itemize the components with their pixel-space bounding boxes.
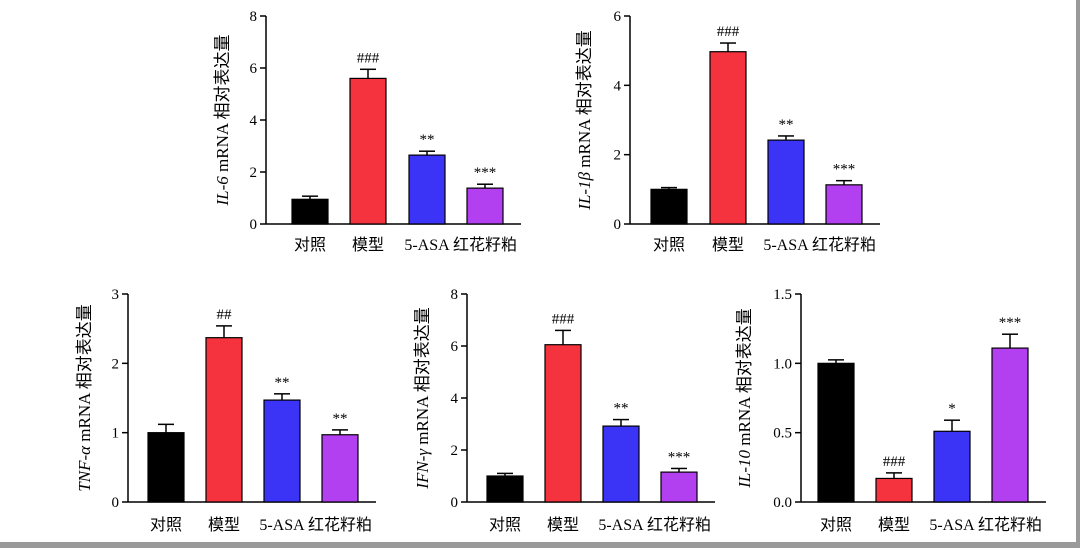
significance-label: * xyxy=(948,401,956,417)
bar xyxy=(825,184,863,225)
y-axis-title: IL-10 mRNA 相对表达量 xyxy=(735,308,754,488)
y-tick-label: 4 xyxy=(250,113,258,129)
bar xyxy=(291,198,329,225)
bar xyxy=(767,139,805,225)
bar xyxy=(544,344,582,503)
x-category-label: 对照 xyxy=(820,516,852,534)
x-category-label: 对照 xyxy=(294,236,326,254)
significance-label: *** xyxy=(474,165,497,181)
y-axis-title-suffix: mRNA 相对表达量 xyxy=(575,30,594,172)
bar xyxy=(709,51,747,225)
significance-label: ** xyxy=(779,117,794,133)
x-category-label: 5-ASA xyxy=(259,517,305,534)
bar xyxy=(933,430,971,503)
y-axis-title: IFN-γ mRNA 相对表达量 xyxy=(413,307,432,489)
x-category-label: 对照 xyxy=(489,516,521,534)
y-tick-label: 0 xyxy=(451,495,459,511)
y-axis-title-suffix: mRNA 相对表达量 xyxy=(75,304,94,446)
significance-label: ## xyxy=(217,307,233,323)
bar xyxy=(650,188,688,225)
y-tick-label: 2 xyxy=(614,148,622,164)
x-category-label: 红花籽粕 xyxy=(308,516,372,534)
y-tick-label: 6 xyxy=(614,9,622,25)
y-tick-label: 0 xyxy=(250,217,258,233)
x-category-label: 5-ASA xyxy=(763,237,809,254)
bar xyxy=(349,77,387,225)
y-axis-title: IL-6 mRNA 相对表达量 xyxy=(213,35,232,207)
y-tick-label: 2 xyxy=(451,443,459,459)
y-axis-title-gene: IL-1β xyxy=(575,171,594,210)
significance-label: ** xyxy=(420,132,435,148)
y-axis-title-gene: IL-10 xyxy=(735,449,754,488)
y-tick-label: 2 xyxy=(112,356,120,372)
significance-label: ### xyxy=(552,311,575,327)
y-tick-label: 0.0 xyxy=(773,495,792,511)
page-border-right xyxy=(1076,0,1080,548)
y-axis-title-suffix: mRNA 相对表达量 xyxy=(213,35,232,177)
x-category-label: 红花籽粕 xyxy=(453,236,517,254)
significance-label: *** xyxy=(833,162,856,178)
page-border-bottom xyxy=(0,542,1080,548)
x-category-label: 模型 xyxy=(352,236,384,254)
y-axis-title: TNF-α mRNA 相对表达量 xyxy=(75,304,94,491)
y-tick-label: 1 xyxy=(112,426,120,442)
y-tick-label: 2 xyxy=(250,165,258,181)
significance-label: ** xyxy=(333,411,348,427)
bar xyxy=(408,154,446,225)
y-tick-label: 1.0 xyxy=(773,356,792,372)
y-tick-label: 0 xyxy=(112,495,120,511)
bar xyxy=(205,337,243,503)
y-axis-title-gene: IL-6 xyxy=(213,176,232,207)
significance-label: *** xyxy=(999,315,1022,331)
x-category-label: 模型 xyxy=(712,236,744,254)
y-tick-label: 4 xyxy=(614,78,622,94)
significance-label: *** xyxy=(668,449,691,465)
bar xyxy=(466,187,504,225)
bar xyxy=(321,434,359,503)
significance-label: ### xyxy=(357,50,380,66)
x-category-label: 红花籽粕 xyxy=(647,516,711,534)
x-category-label: 红花籽粕 xyxy=(812,236,876,254)
x-category-label: 对照 xyxy=(653,236,685,254)
y-axis-title-gene: IFN-γ xyxy=(413,448,432,490)
bar xyxy=(875,477,913,503)
y-tick-label: 1.5 xyxy=(773,287,792,303)
significance-label: ** xyxy=(275,375,290,391)
y-tick-label: 3 xyxy=(112,287,120,303)
y-tick-label: 6 xyxy=(250,61,258,77)
bar xyxy=(991,347,1029,503)
x-category-label: 模型 xyxy=(878,516,910,534)
significance-label: ** xyxy=(614,401,629,417)
bar xyxy=(660,471,698,503)
y-tick-label: 8 xyxy=(451,287,459,303)
y-tick-label: 0 xyxy=(614,217,622,233)
significance-label: ### xyxy=(717,24,740,40)
x-category-label: 红花籽粕 xyxy=(978,516,1042,534)
bar xyxy=(602,425,640,503)
y-tick-label: 0.5 xyxy=(773,426,792,442)
x-category-label: 5-ASA xyxy=(404,237,450,254)
bar xyxy=(817,362,855,503)
y-axis-title-suffix: mRNA 相对表达量 xyxy=(413,307,432,449)
x-category-label: 模型 xyxy=(208,516,240,534)
y-tick-label: 4 xyxy=(451,391,459,407)
x-category-label: 模型 xyxy=(547,516,579,534)
y-axis-title-gene: TNF-α xyxy=(75,445,94,492)
significance-label: ### xyxy=(883,454,906,470)
x-category-label: 5-ASA xyxy=(598,517,644,534)
x-category-label: 对照 xyxy=(150,516,182,534)
bar xyxy=(263,399,301,503)
x-category-label: 5-ASA xyxy=(929,517,975,534)
y-axis-title-suffix: mRNA 相对表达量 xyxy=(735,308,754,450)
y-axis-title: IL-1β mRNA 相对表达量 xyxy=(575,30,594,210)
y-tick-label: 8 xyxy=(250,9,258,25)
y-tick-label: 6 xyxy=(451,339,459,355)
